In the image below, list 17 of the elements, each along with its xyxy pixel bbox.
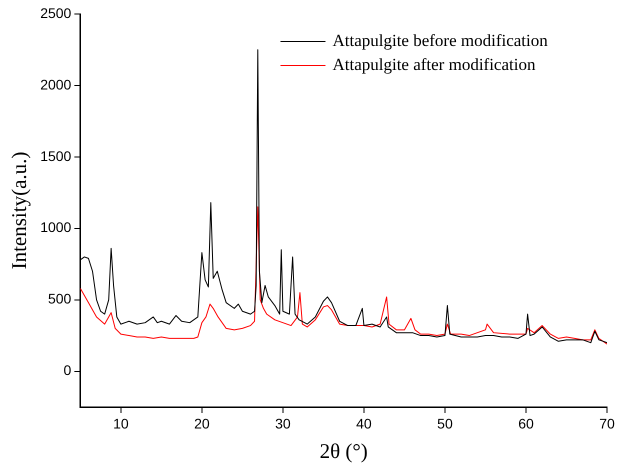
x-tick-label: 70 — [599, 415, 615, 432]
y-axis-title: Intensity(a.u.) — [7, 152, 32, 270]
y-tick-label: 0 — [64, 362, 72, 378]
x-axis-title: 2θ (°) — [320, 438, 368, 463]
x-tick-label: 20 — [194, 415, 210, 432]
x-tick-label: 40 — [356, 415, 372, 432]
legend-label: Attapulgite before modification — [332, 30, 548, 50]
x-tick-label: 50 — [437, 415, 453, 432]
y-tick-label: 1500 — [40, 148, 72, 164]
x-tick-label: 60 — [518, 415, 534, 432]
x-tick-label: 30 — [275, 415, 291, 432]
y-tick-label: 1000 — [40, 219, 72, 236]
y-tick-label: 2000 — [40, 76, 72, 92]
x-tick-label: 10 — [113, 415, 129, 432]
y-tick-label: 2500 — [40, 4, 72, 21]
legend-label: Attapulgite after modification — [332, 54, 536, 74]
y-tick-label: 500 — [48, 290, 72, 307]
